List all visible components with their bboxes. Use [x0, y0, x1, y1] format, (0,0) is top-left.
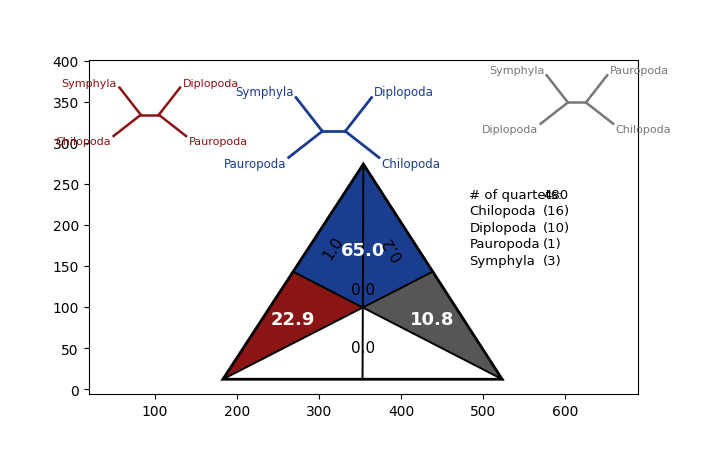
Text: 0.0: 0.0 — [351, 282, 375, 297]
Text: 65.0: 65.0 — [341, 241, 385, 259]
Text: Diplopoda: Diplopoda — [482, 124, 538, 134]
Text: Chilopoda: Chilopoda — [55, 137, 111, 147]
Text: Pauropoda: Pauropoda — [189, 137, 247, 147]
Text: Diplopoda: Diplopoda — [374, 85, 434, 98]
Text: Pauropoda: Pauropoda — [469, 238, 540, 251]
Text: Chilopoda: Chilopoda — [469, 205, 536, 218]
Text: 480: 480 — [543, 189, 569, 202]
Text: Chilopoda: Chilopoda — [381, 158, 440, 171]
Text: 10.8: 10.8 — [411, 311, 455, 329]
Text: Diplopoda: Diplopoda — [469, 221, 537, 234]
Polygon shape — [223, 165, 502, 379]
Polygon shape — [363, 272, 502, 379]
Text: Pauropoda: Pauropoda — [610, 66, 669, 76]
Text: # of quartets:: # of quartets: — [469, 189, 562, 202]
Polygon shape — [293, 165, 432, 308]
Text: Symphyla: Symphyla — [235, 85, 294, 98]
Text: Pauropoda: Pauropoda — [223, 158, 286, 171]
Text: Symphyla: Symphyla — [62, 78, 117, 88]
Text: 0.2: 0.2 — [380, 234, 406, 262]
Text: 22.9: 22.9 — [271, 311, 315, 329]
Text: (16): (16) — [543, 205, 570, 218]
Text: (10): (10) — [543, 221, 570, 234]
Text: Symphyla: Symphyla — [469, 254, 535, 267]
Polygon shape — [223, 272, 363, 379]
Text: 0.0: 0.0 — [351, 340, 375, 355]
Text: Diplopoda: Diplopoda — [182, 78, 239, 88]
Text: Symphyla: Symphyla — [489, 66, 545, 76]
Text: (3): (3) — [543, 254, 562, 267]
Text: (1): (1) — [543, 238, 562, 251]
Text: 1.0: 1.0 — [320, 234, 346, 262]
Text: Chilopoda: Chilopoda — [615, 124, 671, 134]
